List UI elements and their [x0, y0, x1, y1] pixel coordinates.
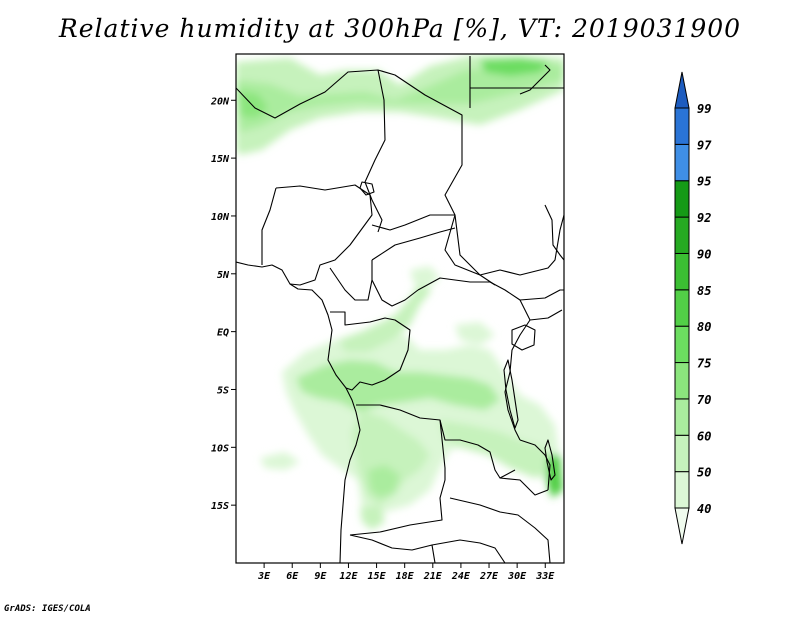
colorbar-level-label: 75	[697, 357, 711, 371]
colorbar-level-label: 95	[697, 175, 711, 189]
colorbar: 40 50 60 70 75 80 85 90 92 95 97 99	[674, 71, 712, 545]
colorbar-bin	[674, 252, 690, 291]
border-namibia-botswana	[349, 534, 436, 563]
colorbar-level-label: 90	[697, 247, 711, 261]
colorbar-level-label: 70	[697, 393, 711, 407]
coastline-west-africa	[236, 261, 361, 563]
lat-tick-label: 20N	[210, 96, 230, 107]
lon-tick-label: 18E	[396, 571, 415, 582]
border-ethiopia	[544, 204, 564, 261]
lat-tick-label: 10N	[211, 212, 230, 223]
humidity-region-ne-core	[480, 58, 550, 76]
colorbar-level-label: 85	[697, 284, 711, 298]
border-drc-east	[417, 277, 531, 441]
lon-tick-label: 6E	[286, 571, 299, 582]
humidity-region-south-spot	[360, 505, 385, 530]
lake-victoria	[511, 324, 536, 351]
lon-tick-label: 27E	[479, 571, 499, 582]
colorbar-bin	[674, 289, 690, 327]
colorbar-level-label: 40	[697, 502, 711, 516]
lon-tick-label: 15E	[368, 571, 387, 582]
colorbar-bin	[674, 434, 690, 473]
humidity-region-gabon	[340, 285, 432, 352]
humidity-region-east	[440, 420, 550, 478]
border-congo-drc	[330, 311, 411, 391]
colorbar-bin-lower	[674, 507, 690, 545]
border-drc-south	[356, 404, 516, 479]
humidity-region-south	[282, 326, 560, 525]
humidity-region-north-core	[236, 64, 564, 132]
lat-tick-label: 5N	[217, 270, 230, 281]
map-title: Relative humidity at 300hPa [%], VT: 201…	[58, 14, 742, 43]
lon-tick-label: 12E	[339, 571, 358, 582]
border-libya-egypt	[469, 56, 564, 108]
border-niger-nigeria	[261, 184, 373, 286]
lat-tick-label: EQ	[217, 328, 229, 339]
humidity-shading	[236, 56, 564, 530]
colorbar-bin-upper	[674, 71, 690, 109]
lat-tick-label: 15S	[211, 501, 229, 512]
border-botswana	[431, 539, 506, 563]
colorbar-bin	[674, 325, 690, 364]
lon-tick-label: 9E	[314, 571, 327, 582]
border-sahel-north	[236, 69, 386, 233]
humidity-region-central-spot	[410, 266, 440, 288]
lat-tick-label: 10S	[211, 443, 229, 454]
map-frame	[235, 53, 565, 564]
grads-credit: GrADS: IGES/COLA	[4, 604, 91, 614]
lat-tick-label: 15N	[211, 154, 230, 165]
colorbar-bin	[674, 107, 690, 145]
lake-tanganyika	[503, 359, 519, 429]
lon-tick-label: 33E	[535, 571, 555, 582]
border-zambia-zimbabwe	[449, 497, 551, 563]
border-sudan-north	[377, 69, 496, 286]
lon-tick-label: 24E	[451, 571, 471, 582]
colorbar-bin	[674, 362, 690, 400]
latitude-labels: 20N 15N 10N 5N EQ 5S 10S 15S	[210, 96, 236, 512]
colorbar-bin	[674, 471, 690, 509]
longitude-labels: 3E 6E 9E 12E 15E 18E 21E 24E 27E 30E 33E	[257, 563, 555, 582]
border-chad-car	[371, 214, 456, 307]
border-sudan-south	[444, 214, 564, 276]
border-uganda-kenya	[519, 289, 564, 321]
colorbar-level-label: 80	[697, 320, 711, 334]
colorbar-bin	[674, 216, 690, 254]
lon-tick-label: 3E	[257, 571, 271, 582]
red-sea-coast	[519, 64, 551, 95]
lon-tick-label: 30E	[507, 571, 527, 582]
colorbar-level-label: 50	[697, 466, 711, 480]
colorbar-level-label: 99	[697, 102, 711, 116]
lon-tick-label: 21E	[423, 571, 443, 582]
colorbar-bin	[674, 398, 690, 436]
lake-malawi	[544, 439, 556, 481]
humidity-region-angola-core	[368, 465, 400, 498]
border-cameroon	[329, 260, 373, 301]
colorbar-bin	[674, 180, 690, 218]
lat-tick-label: 5S	[217, 385, 229, 396]
colorbar-level-label: 92	[697, 211, 711, 225]
lake-chad	[359, 181, 375, 196]
humidity-region-east-spot	[455, 322, 495, 345]
colorbar-level-label: 97	[697, 138, 712, 152]
colorbar-level-label: 60	[697, 429, 711, 443]
border-angola-zambia	[349, 419, 446, 536]
humidity-region-sw-spot	[260, 452, 300, 470]
humidity-region-south-core	[296, 360, 500, 412]
colorbar-bin	[674, 143, 690, 182]
country-borders	[236, 56, 564, 563]
